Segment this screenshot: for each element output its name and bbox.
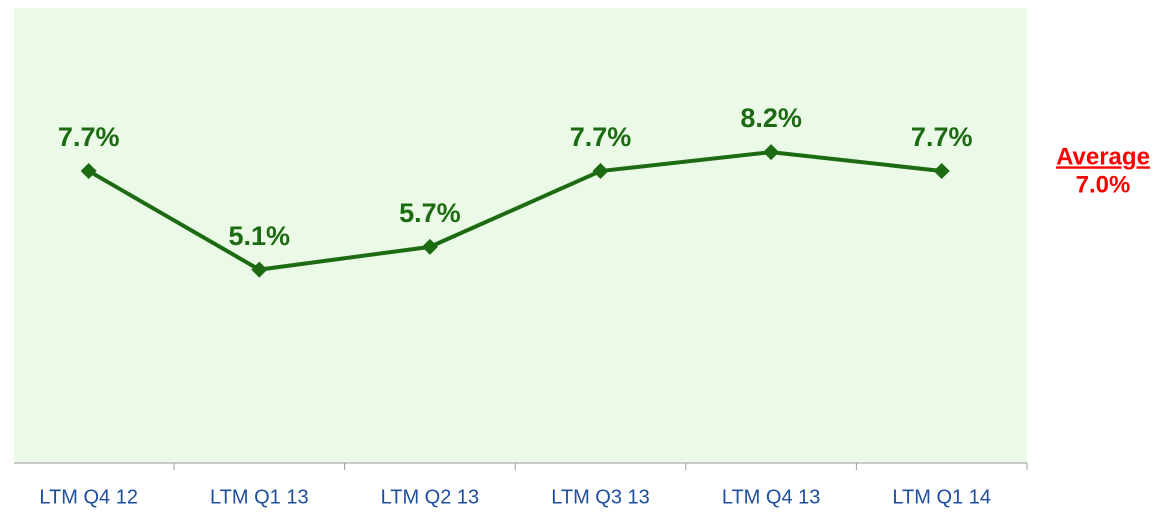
plot-area	[14, 8, 1027, 463]
data-label: 7.7%	[911, 122, 973, 152]
data-label: 8.2%	[740, 103, 802, 133]
marker	[763, 144, 780, 161]
marker	[421, 238, 438, 255]
data-label: 7.7%	[570, 122, 632, 152]
line	[87, 150, 942, 272]
x-tick-label: LTM Q2 13	[381, 486, 480, 508]
data-label: 7.7%	[58, 122, 120, 152]
data-label: 5.1%	[229, 221, 291, 251]
average-label: Average	[1056, 143, 1150, 170]
x-tick-label: LTM Q4 13	[722, 486, 821, 508]
x-tick-label: LTM Q3 13	[551, 486, 650, 508]
marker	[80, 163, 97, 180]
x-tick-label: LTM Q1 14	[892, 486, 991, 508]
x-tick-label: LTM Q4 12	[39, 486, 138, 508]
average-value: 7.0%	[1076, 171, 1131, 198]
marker	[251, 261, 268, 278]
data-label: 5.7%	[399, 198, 461, 228]
marker	[592, 163, 609, 180]
marker	[933, 163, 950, 180]
x-tick-label: LTM Q1 13	[210, 486, 309, 508]
